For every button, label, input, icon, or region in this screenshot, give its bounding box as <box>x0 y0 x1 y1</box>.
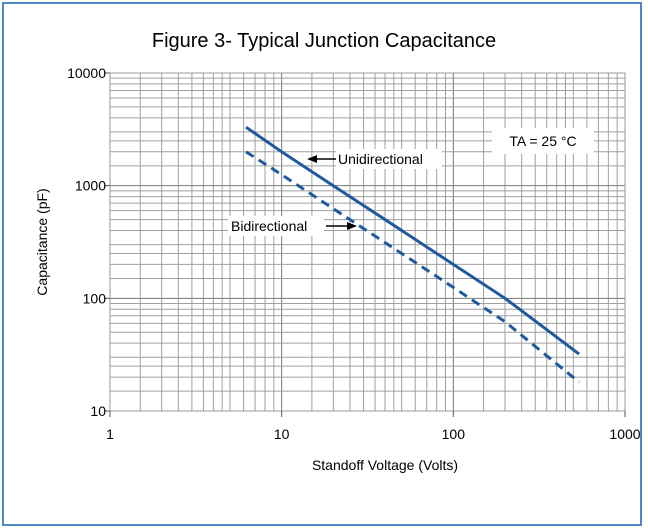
plot-area-border <box>109 72 626 412</box>
chart-title: Figure 3- Typical Junction Capacitance <box>151 30 497 52</box>
x-axis-label: Standoff Voltage (Volts) <box>312 457 458 473</box>
temperature-annotation: TA = 25 °C <box>509 133 576 149</box>
series-line-bidirectional <box>245 150 581 384</box>
unidirectional-label: Unidirectional <box>338 151 423 167</box>
y-tick-label: 10000 <box>67 65 106 81</box>
y-tick-label: 10 <box>90 403 106 419</box>
unidirectional-arrow-icon <box>307 155 336 163</box>
unidirectional-label-box <box>336 149 442 169</box>
series-group <box>245 125 581 384</box>
temperature-annotation-box <box>492 128 594 154</box>
bidirectional-arrow-icon <box>326 222 357 230</box>
x-tick-label: 1000 <box>609 426 640 442</box>
bidirectional-label: Bidirectional <box>231 218 307 234</box>
y-axis-label: Capacitance (pF) <box>34 188 50 295</box>
x-tick-label: 100 <box>442 426 466 442</box>
y-tick-label: 100 <box>83 290 107 306</box>
y-tick-label: 1000 <box>75 178 106 194</box>
bidirectional-label-box <box>228 216 324 236</box>
x-tick-label: 10 <box>274 426 290 442</box>
chart-grid <box>110 73 625 411</box>
x-tick-label: 1 <box>106 426 114 442</box>
series-line-unidirectional <box>245 125 581 356</box>
